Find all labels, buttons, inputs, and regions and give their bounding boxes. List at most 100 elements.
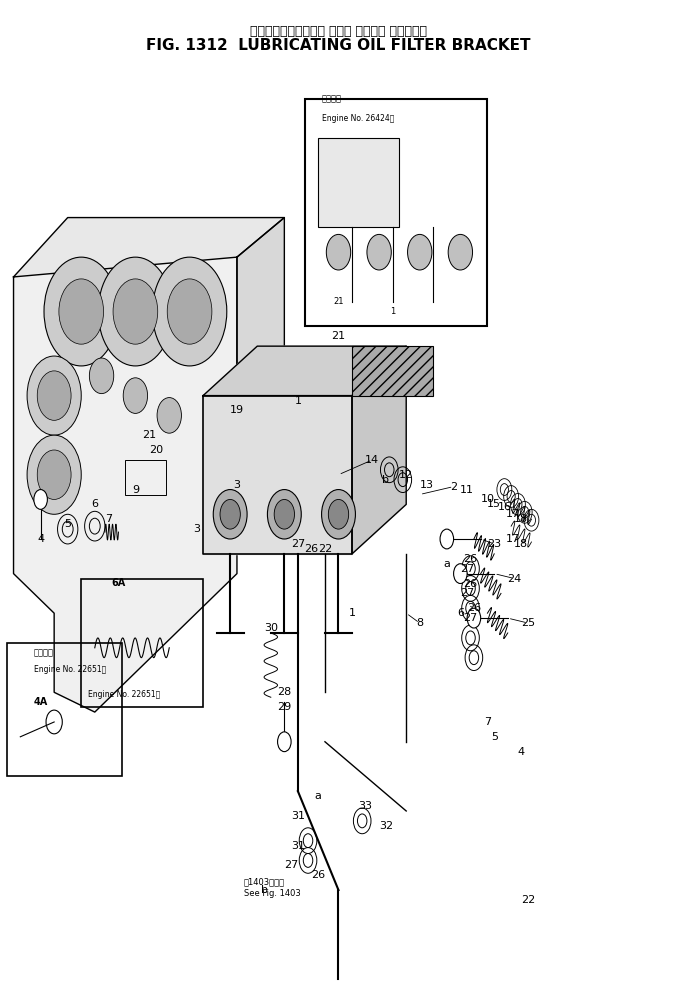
Text: 14: 14 [366, 455, 379, 465]
Text: 19: 19 [230, 405, 244, 415]
Text: 6: 6 [457, 608, 464, 618]
Polygon shape [14, 218, 284, 277]
Text: 18: 18 [515, 539, 528, 549]
Circle shape [44, 257, 118, 366]
Text: 7: 7 [105, 514, 112, 524]
Text: 25: 25 [521, 618, 535, 628]
Circle shape [59, 279, 104, 344]
Text: ルーブリケーティング オイル フィルタ ブラケット: ルーブリケーティング オイル フィルタ ブラケット [250, 25, 427, 38]
Circle shape [98, 257, 173, 366]
Circle shape [213, 490, 247, 539]
Text: 18: 18 [515, 514, 528, 524]
Text: 24: 24 [507, 574, 522, 584]
Text: 20: 20 [149, 445, 162, 455]
Bar [7, 643, 122, 776]
Circle shape [454, 564, 467, 584]
Text: See Fig. 1403: See Fig. 1403 [244, 888, 301, 898]
Bar [125, 460, 166, 494]
Text: 4A: 4A [33, 697, 48, 707]
Text: Engine No. 26424～: Engine No. 26424～ [322, 114, 394, 123]
Text: 第1403図参照: 第1403図参照 [244, 877, 285, 887]
Circle shape [123, 378, 148, 413]
Text: 適用号機: 適用号機 [34, 649, 54, 658]
Circle shape [27, 435, 81, 514]
Text: 22: 22 [318, 544, 332, 554]
Polygon shape [203, 396, 352, 554]
Text: 26: 26 [305, 544, 318, 554]
Text: 5: 5 [64, 519, 71, 529]
Circle shape [328, 499, 349, 529]
Text: 1: 1 [390, 307, 395, 315]
Text: 15: 15 [487, 499, 501, 509]
Text: 1: 1 [294, 396, 301, 405]
Circle shape [152, 257, 227, 366]
Circle shape [267, 490, 301, 539]
Text: 5: 5 [491, 732, 498, 742]
Text: 26: 26 [311, 870, 325, 880]
Polygon shape [237, 218, 284, 554]
Polygon shape [352, 346, 406, 554]
Circle shape [326, 234, 351, 270]
Text: 27: 27 [463, 613, 478, 623]
Text: 3: 3 [193, 524, 200, 534]
Text: Engine No. 22651～: Engine No. 22651～ [88, 690, 160, 699]
Text: 6: 6 [91, 499, 98, 509]
Text: 23: 23 [487, 539, 501, 549]
Text: 31: 31 [291, 811, 305, 821]
Circle shape [113, 279, 158, 344]
Text: 4: 4 [37, 534, 44, 544]
Text: 26: 26 [467, 603, 481, 613]
Text: 4: 4 [518, 747, 525, 757]
Circle shape [157, 398, 181, 433]
Text: 27: 27 [284, 860, 299, 870]
Text: 21: 21 [333, 297, 344, 306]
Text: 13: 13 [420, 480, 433, 490]
Text: 29: 29 [277, 702, 292, 712]
Circle shape [274, 499, 294, 529]
Text: 27: 27 [460, 564, 475, 574]
Circle shape [367, 234, 391, 270]
Circle shape [27, 356, 81, 435]
Text: 28: 28 [277, 687, 292, 697]
Circle shape [220, 499, 240, 529]
Text: 11: 11 [460, 485, 474, 494]
Text: b: b [383, 475, 389, 485]
Text: 22: 22 [521, 895, 536, 905]
Text: 33: 33 [359, 801, 372, 811]
Text: 6A: 6A [111, 579, 126, 588]
Text: 27: 27 [290, 539, 305, 549]
Text: 27: 27 [460, 588, 475, 598]
Text: a: a [315, 791, 322, 801]
Bar [318, 138, 399, 227]
Polygon shape [14, 257, 237, 712]
Text: 16: 16 [498, 502, 511, 512]
Text: 9: 9 [132, 485, 139, 494]
Text: a: a [443, 559, 450, 569]
Text: 21: 21 [332, 331, 345, 341]
Text: 30: 30 [264, 623, 278, 633]
Text: 17: 17 [506, 509, 519, 519]
Text: 3: 3 [234, 480, 240, 490]
Text: 1: 1 [349, 608, 355, 618]
Circle shape [37, 371, 71, 420]
Text: 26: 26 [464, 579, 477, 588]
Circle shape [89, 358, 114, 394]
Circle shape [34, 490, 47, 509]
Text: 2: 2 [450, 482, 457, 492]
Text: 7: 7 [484, 717, 491, 727]
Text: 26: 26 [464, 554, 477, 564]
Circle shape [278, 732, 291, 752]
Circle shape [448, 234, 473, 270]
Text: Engine No. 22651～: Engine No. 22651～ [34, 665, 106, 674]
Text: 17: 17 [506, 534, 519, 544]
Text: 31: 31 [291, 841, 305, 851]
Text: 10: 10 [481, 494, 494, 504]
Text: 21: 21 [142, 430, 156, 440]
Bar [305, 99, 487, 326]
Circle shape [322, 490, 355, 539]
Text: 12: 12 [399, 470, 413, 480]
Circle shape [408, 234, 432, 270]
Circle shape [37, 450, 71, 499]
Text: 適用号機: 適用号機 [322, 95, 342, 104]
Circle shape [167, 279, 212, 344]
